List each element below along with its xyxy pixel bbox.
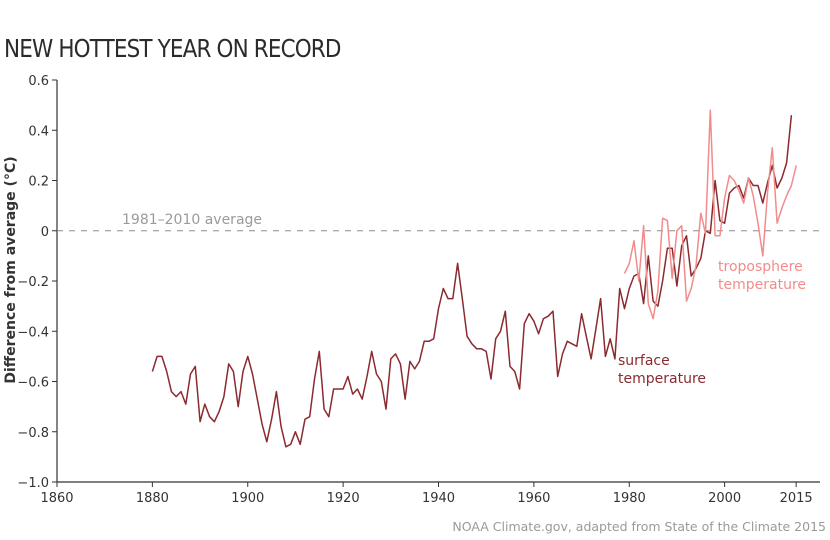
series-group: [151, 109, 797, 448]
y-axis-label: Difference from average (°C): [3, 156, 19, 383]
y-tick-label: −0.6: [17, 376, 49, 391]
chart-title: NEW HOTTEST YEAR ON RECORD: [4, 34, 341, 63]
axes: −1.0 −0.8 −0.6 −0.4 −0.2 0 0.2 0.4 0.6 1860 1880 19…: [17, 74, 820, 506]
x-tick-label: 1880: [136, 491, 169, 506]
y-tick-label: −1.0: [17, 476, 49, 491]
y-tick-label: 0: [41, 225, 49, 240]
annotations: 1981–2010 average troposphere temperatur…: [122, 212, 806, 387]
y-tick-label: 0.6: [28, 74, 49, 89]
reference-line-label: 1981–2010 average: [122, 212, 262, 228]
x-tick-label: 1960: [517, 491, 550, 506]
y-tick-label: 0.2: [28, 175, 49, 190]
troposphere-label-line2: temperature: [718, 277, 806, 293]
troposphere-label-line1: troposphere: [718, 259, 803, 275]
y-tick-label: −0.4: [17, 325, 49, 340]
x-tick-label: 1860: [40, 491, 73, 506]
surface-temperature-line: [151, 115, 793, 448]
x-tick-label: 2015: [780, 491, 813, 506]
x-tick-label: 1920: [327, 491, 360, 506]
y-tick-label: −0.2: [17, 275, 49, 290]
x-tick-label: 2000: [708, 491, 741, 506]
surface-label-line1: surface: [618, 353, 670, 369]
y-tick-label: −0.8: [17, 426, 49, 441]
surface-label-line2: temperature: [618, 371, 706, 387]
x-tick-label: 1980: [613, 491, 646, 506]
x-tick-label: 1940: [422, 491, 455, 506]
troposphere-temperature-line: [623, 109, 797, 320]
x-tick-label: 1900: [231, 491, 264, 506]
y-tick-label: 0.4: [28, 124, 49, 139]
source-credit: NOAA Climate.gov, adapted from State of …: [452, 519, 826, 534]
